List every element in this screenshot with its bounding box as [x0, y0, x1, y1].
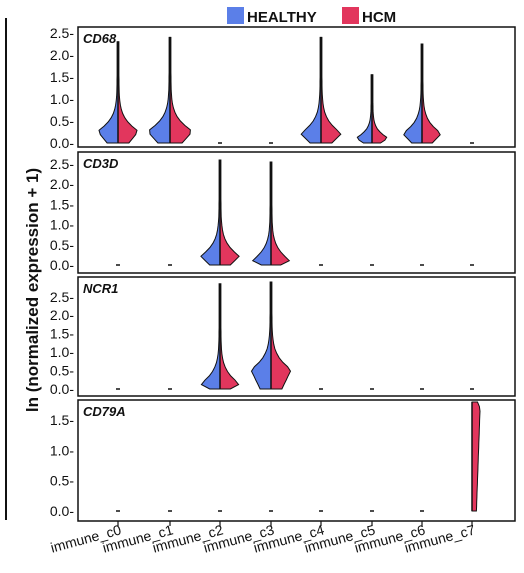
panel-cd68: CD68 0.0- 0.5- 1.0- 1.5- 2.0- 2.5- [50, 25, 516, 151]
violin-half-hcm [471, 401, 481, 512]
y-axis-label: ln (normalized expression + 1) [23, 168, 42, 412]
violin-immune_c5 [356, 74, 388, 144]
panel-gene-label: CD3D [83, 156, 119, 171]
violin-half-healthy [250, 281, 272, 390]
violin-half-healthy [98, 41, 119, 144]
violin-half-healthy [149, 36, 171, 144]
violin-half-hcm [219, 159, 240, 266]
panel-gene-label: CD79A [83, 404, 126, 419]
y-tick-label: 1.0- [50, 217, 74, 233]
legend-swatch-healthy [227, 7, 244, 24]
violin-immune_c1 [149, 36, 191, 144]
violin-immune_c2 [200, 283, 240, 390]
panel-frame [77, 151, 516, 274]
violin-half-hcm [219, 283, 240, 390]
y-tick-label: 0.0- [50, 135, 74, 151]
violin-half-healthy [403, 43, 423, 144]
y-tick-label: 0.5- [50, 113, 74, 129]
violin-immune_c7 [471, 401, 481, 512]
panel-gene-label: NCR1 [83, 281, 118, 296]
y-tick-label: 0.5- [50, 363, 74, 379]
violin-half-healthy [300, 36, 322, 144]
violin-immune_c6 [403, 43, 441, 144]
panel-frame [77, 399, 516, 522]
y-tick-label: 2.0- [50, 307, 74, 323]
violin-half-hcm [270, 161, 291, 266]
violin-half-hcm [320, 36, 342, 144]
y-tick-label: 0.0- [50, 381, 74, 397]
y-tick-label: 0.5- [50, 237, 74, 253]
y-tick-label: 2.5- [50, 156, 74, 172]
y-tick-label: 1.5- [50, 412, 74, 428]
violin-half-hcm [117, 41, 138, 144]
violin-half-hcm [169, 36, 191, 144]
legend-label-healthy: HEALTHY [247, 9, 317, 26]
panels-group: CD68 0.0- 0.5- 1.0- 1.5- 2.0- 2.5- CD3D 0.0- 0.5-… [50, 25, 516, 522]
violin-half-healthy [356, 74, 373, 144]
y-tick-label: 0.0- [50, 257, 74, 273]
violin-immune_c3 [251, 161, 291, 266]
y-tick-label: 1.5- [50, 196, 74, 212]
y-tick-label: 1.0- [50, 344, 74, 360]
violin-half-healthy [251, 161, 272, 266]
violin-half-hcm [371, 74, 388, 144]
panel-ncr1: NCR1 0.0- 0.5- 1.0- 1.5- 2.0- 2.5- [50, 276, 516, 397]
y-tick-label: 0.0- [50, 503, 74, 519]
y-tick-label: 1.5- [50, 69, 74, 85]
panel-frame [77, 276, 516, 397]
y-tick-label: 1.0- [50, 442, 74, 458]
y-tick-label: 2.0- [50, 176, 74, 192]
x-axis-labels: immune_c0immune_c1immune_c2immune_c3immu… [49, 521, 477, 556]
panel-frame [77, 26, 516, 148]
violin-immune_c3 [250, 281, 292, 390]
y-tick-label: 0.5- [50, 473, 74, 489]
legend-label-hcm: HCM [362, 9, 396, 26]
y-tick-label: 2.5- [50, 25, 74, 41]
violin-half-hcm [270, 281, 292, 390]
legend-swatch-hcm [342, 7, 359, 24]
panel-cd79a: CD79A 0.0- 0.5- 1.0- 1.5- [50, 399, 516, 522]
violin-immune_c2 [200, 159, 240, 266]
violin-half-hcm [421, 43, 441, 144]
violin-half-healthy [200, 159, 221, 266]
violin-half-healthy [200, 283, 221, 390]
panel-gene-label: CD68 [83, 31, 117, 46]
y-tick-label: 2.5- [50, 289, 74, 305]
y-tick-label: 1.5- [50, 326, 74, 342]
legend: HEALTHY HCM [227, 7, 396, 26]
y-tick-label: 2.0- [50, 47, 74, 63]
violin-immune_c4 [300, 36, 342, 144]
panel-cd3d: CD3D 0.0- 0.5- 1.0- 1.5- 2.0- 2.5- [50, 151, 516, 274]
y-tick-label: 1.0- [50, 91, 74, 107]
violin-immune_c0 [98, 41, 138, 144]
